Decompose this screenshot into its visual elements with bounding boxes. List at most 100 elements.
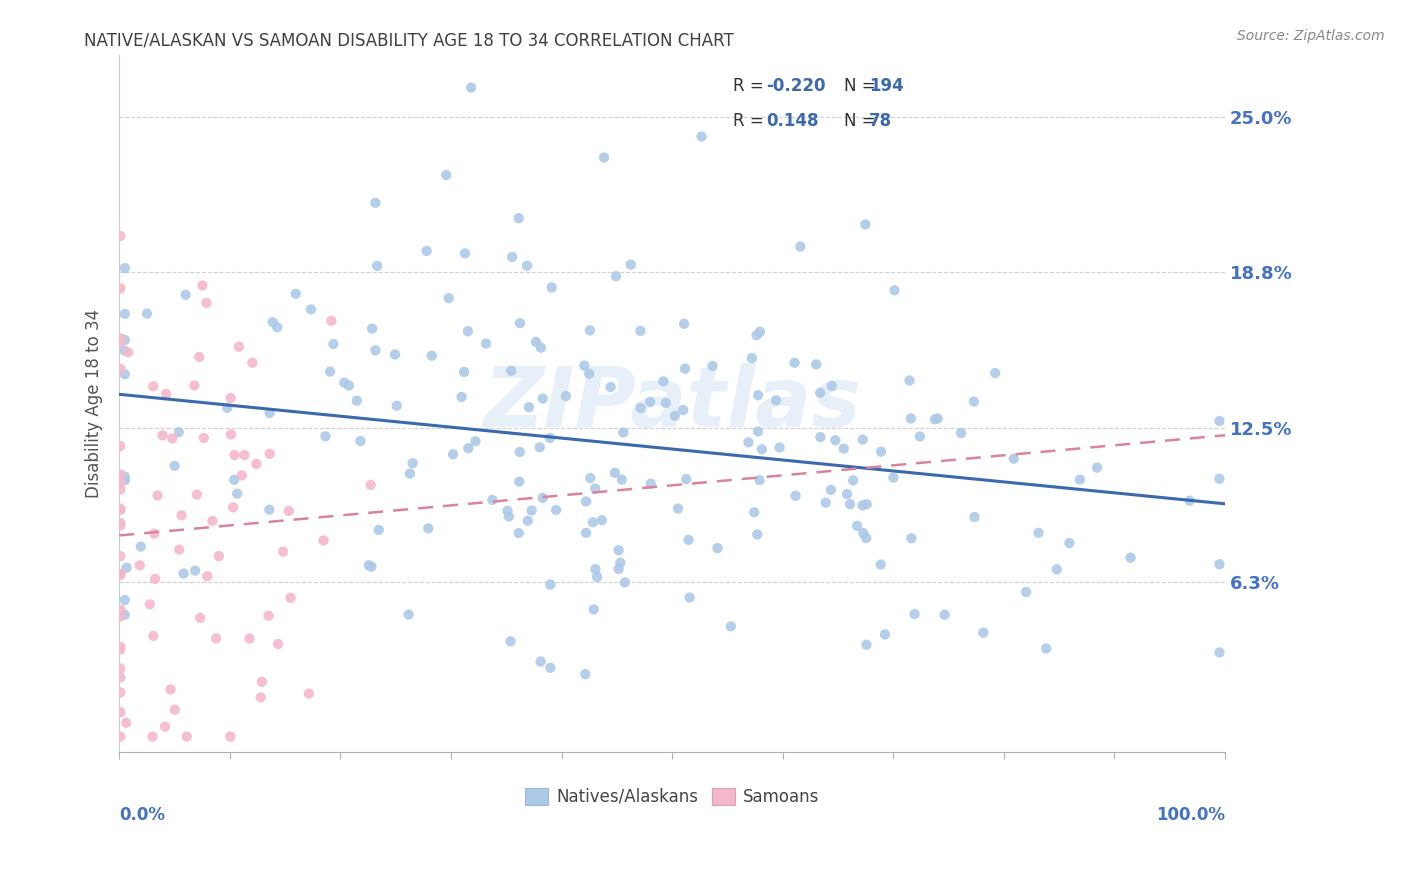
Point <box>259 447 281 461</box>
Point <box>835 487 858 501</box>
Point <box>114 261 136 276</box>
Point <box>129 540 152 554</box>
Text: 194: 194 <box>869 78 904 95</box>
Point <box>143 526 166 541</box>
Text: R =: R = <box>733 112 769 130</box>
Text: 0.0%: 0.0% <box>120 806 166 824</box>
Point <box>453 365 475 379</box>
Point <box>582 516 605 530</box>
Point <box>538 661 561 675</box>
Text: R =: R = <box>733 78 769 95</box>
Text: 0.148: 0.148 <box>766 112 818 130</box>
Point <box>188 350 211 364</box>
Point <box>385 399 408 413</box>
Point <box>143 572 166 586</box>
Point <box>398 607 420 622</box>
Point <box>110 331 132 345</box>
Text: Source: ZipAtlas.com: Source: ZipAtlas.com <box>1237 29 1385 43</box>
Point <box>399 467 422 481</box>
Point <box>824 434 846 448</box>
Point <box>357 558 380 573</box>
Point <box>337 378 360 392</box>
Point <box>167 542 190 557</box>
Point <box>217 401 239 415</box>
Point <box>855 638 877 652</box>
Point <box>508 211 530 226</box>
Point <box>678 533 700 547</box>
Point <box>620 258 643 272</box>
Point <box>191 278 214 293</box>
Point <box>115 715 138 730</box>
Point <box>110 229 132 244</box>
Point <box>898 374 921 388</box>
Point <box>110 335 132 350</box>
Point <box>434 168 457 182</box>
Point <box>578 367 600 381</box>
Point <box>110 603 132 617</box>
Point <box>747 527 769 541</box>
Point <box>747 425 769 439</box>
Point <box>110 483 132 497</box>
Point <box>814 496 837 510</box>
Point <box>509 445 531 459</box>
Text: -0.220: -0.220 <box>766 78 825 95</box>
Point <box>142 379 165 393</box>
Point <box>441 447 464 461</box>
Point <box>607 543 630 558</box>
Point <box>231 468 253 483</box>
Point <box>972 625 994 640</box>
Point <box>415 244 437 258</box>
Point <box>508 475 530 489</box>
Point <box>516 259 538 273</box>
Point <box>321 314 343 328</box>
Point <box>1085 460 1108 475</box>
Point <box>257 608 280 623</box>
Point <box>530 655 553 669</box>
Point <box>420 349 443 363</box>
Point <box>530 341 553 355</box>
Point <box>136 307 159 321</box>
Point <box>873 627 896 641</box>
Point <box>224 448 246 462</box>
Point <box>846 519 869 533</box>
Point <box>603 466 626 480</box>
Point <box>114 593 136 607</box>
Point <box>222 500 245 515</box>
Point <box>579 323 602 337</box>
Point <box>401 456 423 470</box>
Point <box>640 476 662 491</box>
Point <box>908 429 931 443</box>
Point <box>271 544 294 558</box>
Point <box>630 401 652 415</box>
Point <box>516 514 538 528</box>
Point <box>114 343 136 358</box>
Point <box>607 562 630 576</box>
Legend: Natives/Alaskans, Samoans: Natives/Alaskans, Samoans <box>524 788 820 805</box>
Point <box>245 457 267 471</box>
Point <box>153 720 176 734</box>
Point <box>852 526 875 541</box>
Point <box>613 575 636 590</box>
Point <box>159 682 181 697</box>
Point <box>201 514 224 528</box>
Point <box>174 287 197 301</box>
Point <box>366 259 388 273</box>
Point <box>298 687 321 701</box>
Point <box>963 510 986 524</box>
Point <box>117 345 139 359</box>
Point <box>531 392 554 406</box>
Point <box>555 389 578 403</box>
Point <box>110 503 132 517</box>
Point <box>950 426 973 441</box>
Point <box>586 570 609 584</box>
Point <box>1028 525 1050 540</box>
Point <box>364 343 387 358</box>
Point <box>314 429 336 443</box>
Point <box>322 337 344 351</box>
Point <box>226 486 249 500</box>
Point <box>934 607 956 622</box>
Point <box>737 435 759 450</box>
Point <box>582 602 605 616</box>
Point <box>599 380 621 394</box>
Point <box>418 521 440 535</box>
